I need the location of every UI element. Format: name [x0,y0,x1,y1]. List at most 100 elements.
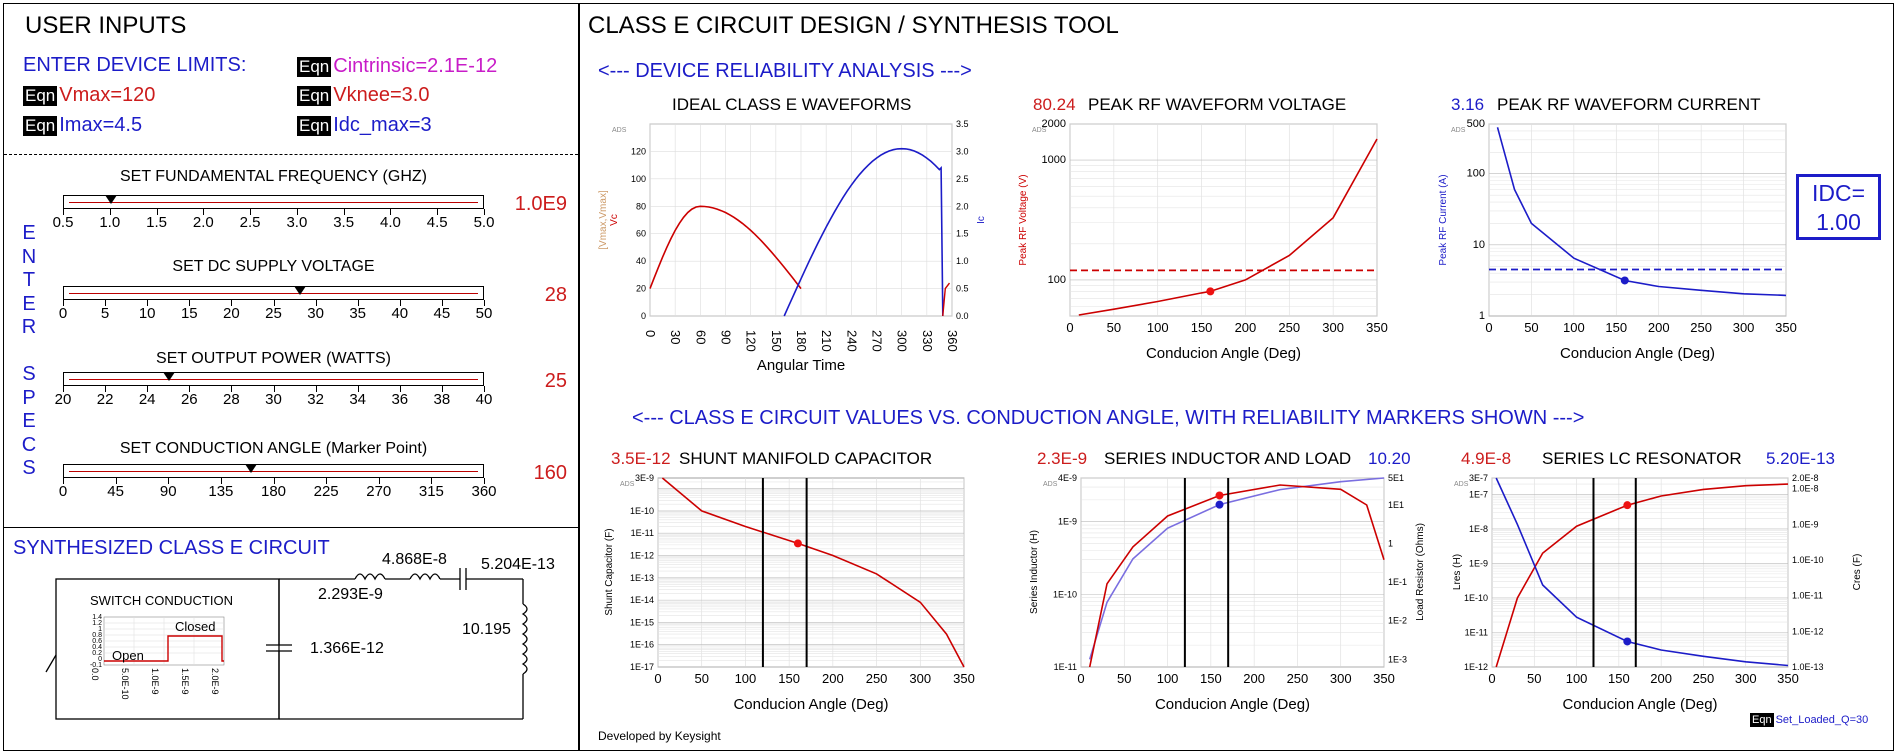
slider-tick [189,386,191,392]
slider-marker[interactable] [104,195,117,204]
plot-y2-tick: 1.0E-12 [1792,626,1824,636]
switch-y-tick: 0.2 [92,650,102,657]
slider-tick [296,209,298,215]
plot-x-tick: 50 [1107,320,1121,335]
plot-x-label: Conducion Angle (Deg) [1146,345,1301,362]
slider-tick [484,209,485,215]
switch-y-tick: 0.8 [92,632,102,639]
slider-track[interactable] [63,372,484,386]
section-reliability: <--- DEVICE RELIABILITY ANALYSIS ---> [598,60,972,82]
plot-x-tick: 150 [1605,320,1627,335]
slider-tick [484,478,485,484]
eqn-loaded-q[interactable]: Eqn Set_Loaded_Q=30 [1750,713,1869,727]
slider-line [69,293,478,294]
eqn-vmax[interactable]: Eqn Vmax=120 [23,84,156,106]
slider-tick-label: 4.5 [426,214,448,231]
slider-tick [250,209,252,215]
slider-tick [273,478,275,484]
slider-tick [378,478,380,484]
slider-tick [357,386,359,392]
plot2-value: 80.24 [1033,95,1076,114]
eqn-imax[interactable]: Eqn Imax=4.5 [23,114,143,136]
plot-y-tick: 1E-7 [1469,489,1488,499]
slider-marker[interactable] [163,372,176,381]
slider-tick [343,209,345,215]
eqn-tag: Eqn [297,57,332,77]
slider-tick-label: 1.5 [146,214,167,231]
slider-track[interactable] [63,286,484,300]
plot-x-tick: 50 [694,671,708,686]
slider-tick-label: 28 [223,391,240,408]
plot-y-tick: 80 [636,201,646,211]
plot-x-label: Conducion Angle (Deg) [1562,696,1717,713]
slider-title: SET OUTPUT POWER (WATTS) [156,350,391,367]
slider-tick-label: 30 [307,305,324,322]
plot-y2-label: Load Resistor (Ohms) [1415,523,1426,621]
plot-frame [657,477,965,668]
slider-tick-label: 2.5 [239,214,261,231]
plot-y-tick: 1E-9 [1058,517,1077,527]
eqn-cintrinsic[interactable]: Eqn Cintrinsic=2.1E-12 [297,55,498,77]
plot-y2-tick: 0.5 [956,284,969,294]
slider-tick-label: 25 [265,305,282,322]
ads-label: ADS [1454,481,1469,488]
enter-specs-letter: C [21,433,37,456]
plot-x-tick: 0 [1485,320,1492,335]
plot-x-tick: 100 [1157,671,1179,686]
slider-tick [273,300,275,306]
plot-y-tick: 1E-9 [1469,558,1488,568]
slider-marker[interactable] [244,464,257,473]
eqn-tag: Eqn [23,116,58,136]
eqn-tag: Eqn [297,116,332,136]
plot-series-line [1495,483,1789,668]
switch-y-tick: 1.2 [92,620,102,627]
switch-y-tick: 0.6 [92,638,102,645]
slider-tick-label: 0 [58,305,68,322]
slider-tick-label: 180 [260,483,287,500]
plot-y-tick: 1E-17 [630,662,654,672]
slider-tick [441,386,443,392]
plot-x-tick: 50 [1527,671,1541,686]
plot5-value-left: 2.3E-9 [1037,449,1088,468]
plot-x-label: Conducion Angle (Deg) [1155,696,1310,713]
plot-x-tick: 300 [1735,671,1757,686]
slider-tick [105,300,107,306]
slider-tick-label: 10 [138,305,156,322]
slider-tick-label: 4.0 [380,214,401,231]
eqn-idc-max[interactable]: Eqn Idc_max=3 [297,114,432,136]
enter-specs-letter: R [21,316,37,338]
plot-y-tick: 1 [1479,310,1485,322]
plot5-title: SERIES INDUCTOR AND LOAD [1104,449,1352,468]
switch-y-tick: -0.1 [89,662,102,669]
plot-y-tick: 3E-7 [1469,473,1488,483]
plot-y-tick: 2000 [1042,118,1066,130]
slider-title: SET FUNDAMENTAL FREQUENCY (GHZ) [120,168,427,185]
slider-tick-label: 5 [100,305,110,322]
plot-x-tick: 350 [1777,671,1799,686]
slider-tick-label: 22 [96,391,114,408]
slider-tick [203,209,205,215]
slider-track[interactable] [63,195,484,209]
enter-specs-letter: S [22,363,36,385]
switch-y-tick: 0.4 [92,644,102,651]
plot-series-line [1088,477,1385,660]
plot-y-tick: 10 [1473,239,1485,251]
plot-x-tick: 250 [866,671,888,686]
slider-tick-label: 0 [58,483,68,500]
slider-tick [220,478,222,484]
slider-tick-label: 5.0 [473,214,495,231]
slider-track[interactable] [63,464,484,478]
slider-marker[interactable] [293,286,306,295]
enter-specs-letter: T [22,269,36,291]
plot-frame [1488,123,1787,317]
plot-y2-tick: 5E1 [1388,473,1404,483]
device-limits-label: ENTER DEVICE LIMITS: [23,54,247,76]
plot-y-tick: 1E-16 [630,640,654,650]
plot-frame [1491,477,1789,668]
plot-x-tick: 0 [1066,320,1073,335]
vc-line [649,205,802,290]
eqn-tag: Eqn [297,86,332,106]
plot3-value: 3.16 [1451,95,1485,114]
eqn-vknee[interactable]: Eqn Vknee=3.0 [297,84,430,106]
